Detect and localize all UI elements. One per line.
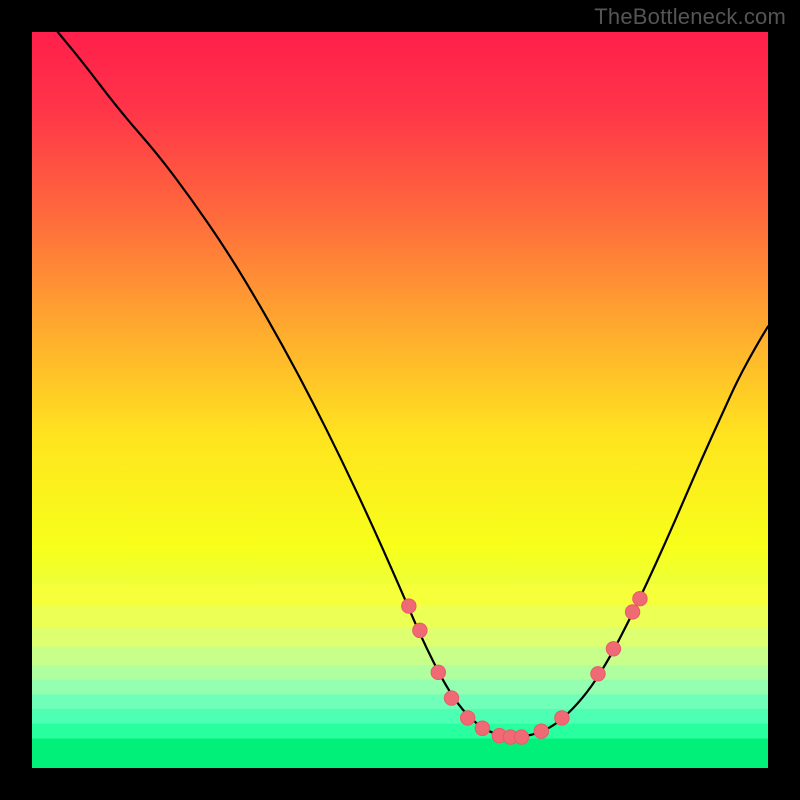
gradient-band <box>32 665 768 680</box>
data-marker <box>591 667 605 681</box>
gradient-band <box>32 628 768 646</box>
gradient-band <box>32 709 768 724</box>
gradient-band <box>32 694 768 709</box>
watermark-text: TheBottleneck.com <box>594 4 786 30</box>
data-marker <box>444 691 458 705</box>
gradient-band <box>32 606 768 628</box>
data-marker <box>625 605 639 619</box>
plot-area <box>32 32 768 768</box>
data-marker <box>402 599 416 613</box>
gradient-band <box>32 680 768 695</box>
data-marker <box>461 711 475 725</box>
gradient-band <box>32 739 768 768</box>
data-marker <box>555 711 569 725</box>
gradient-band <box>32 724 768 739</box>
data-marker <box>475 721 489 735</box>
chart-svg <box>32 32 768 768</box>
gradient-band <box>32 647 768 665</box>
data-marker <box>514 730 528 744</box>
data-marker <box>431 665 445 679</box>
data-marker <box>633 592 647 606</box>
data-marker <box>534 724 548 738</box>
data-marker <box>606 642 620 656</box>
chart-frame: TheBottleneck.com <box>0 0 800 800</box>
data-marker <box>413 623 427 637</box>
